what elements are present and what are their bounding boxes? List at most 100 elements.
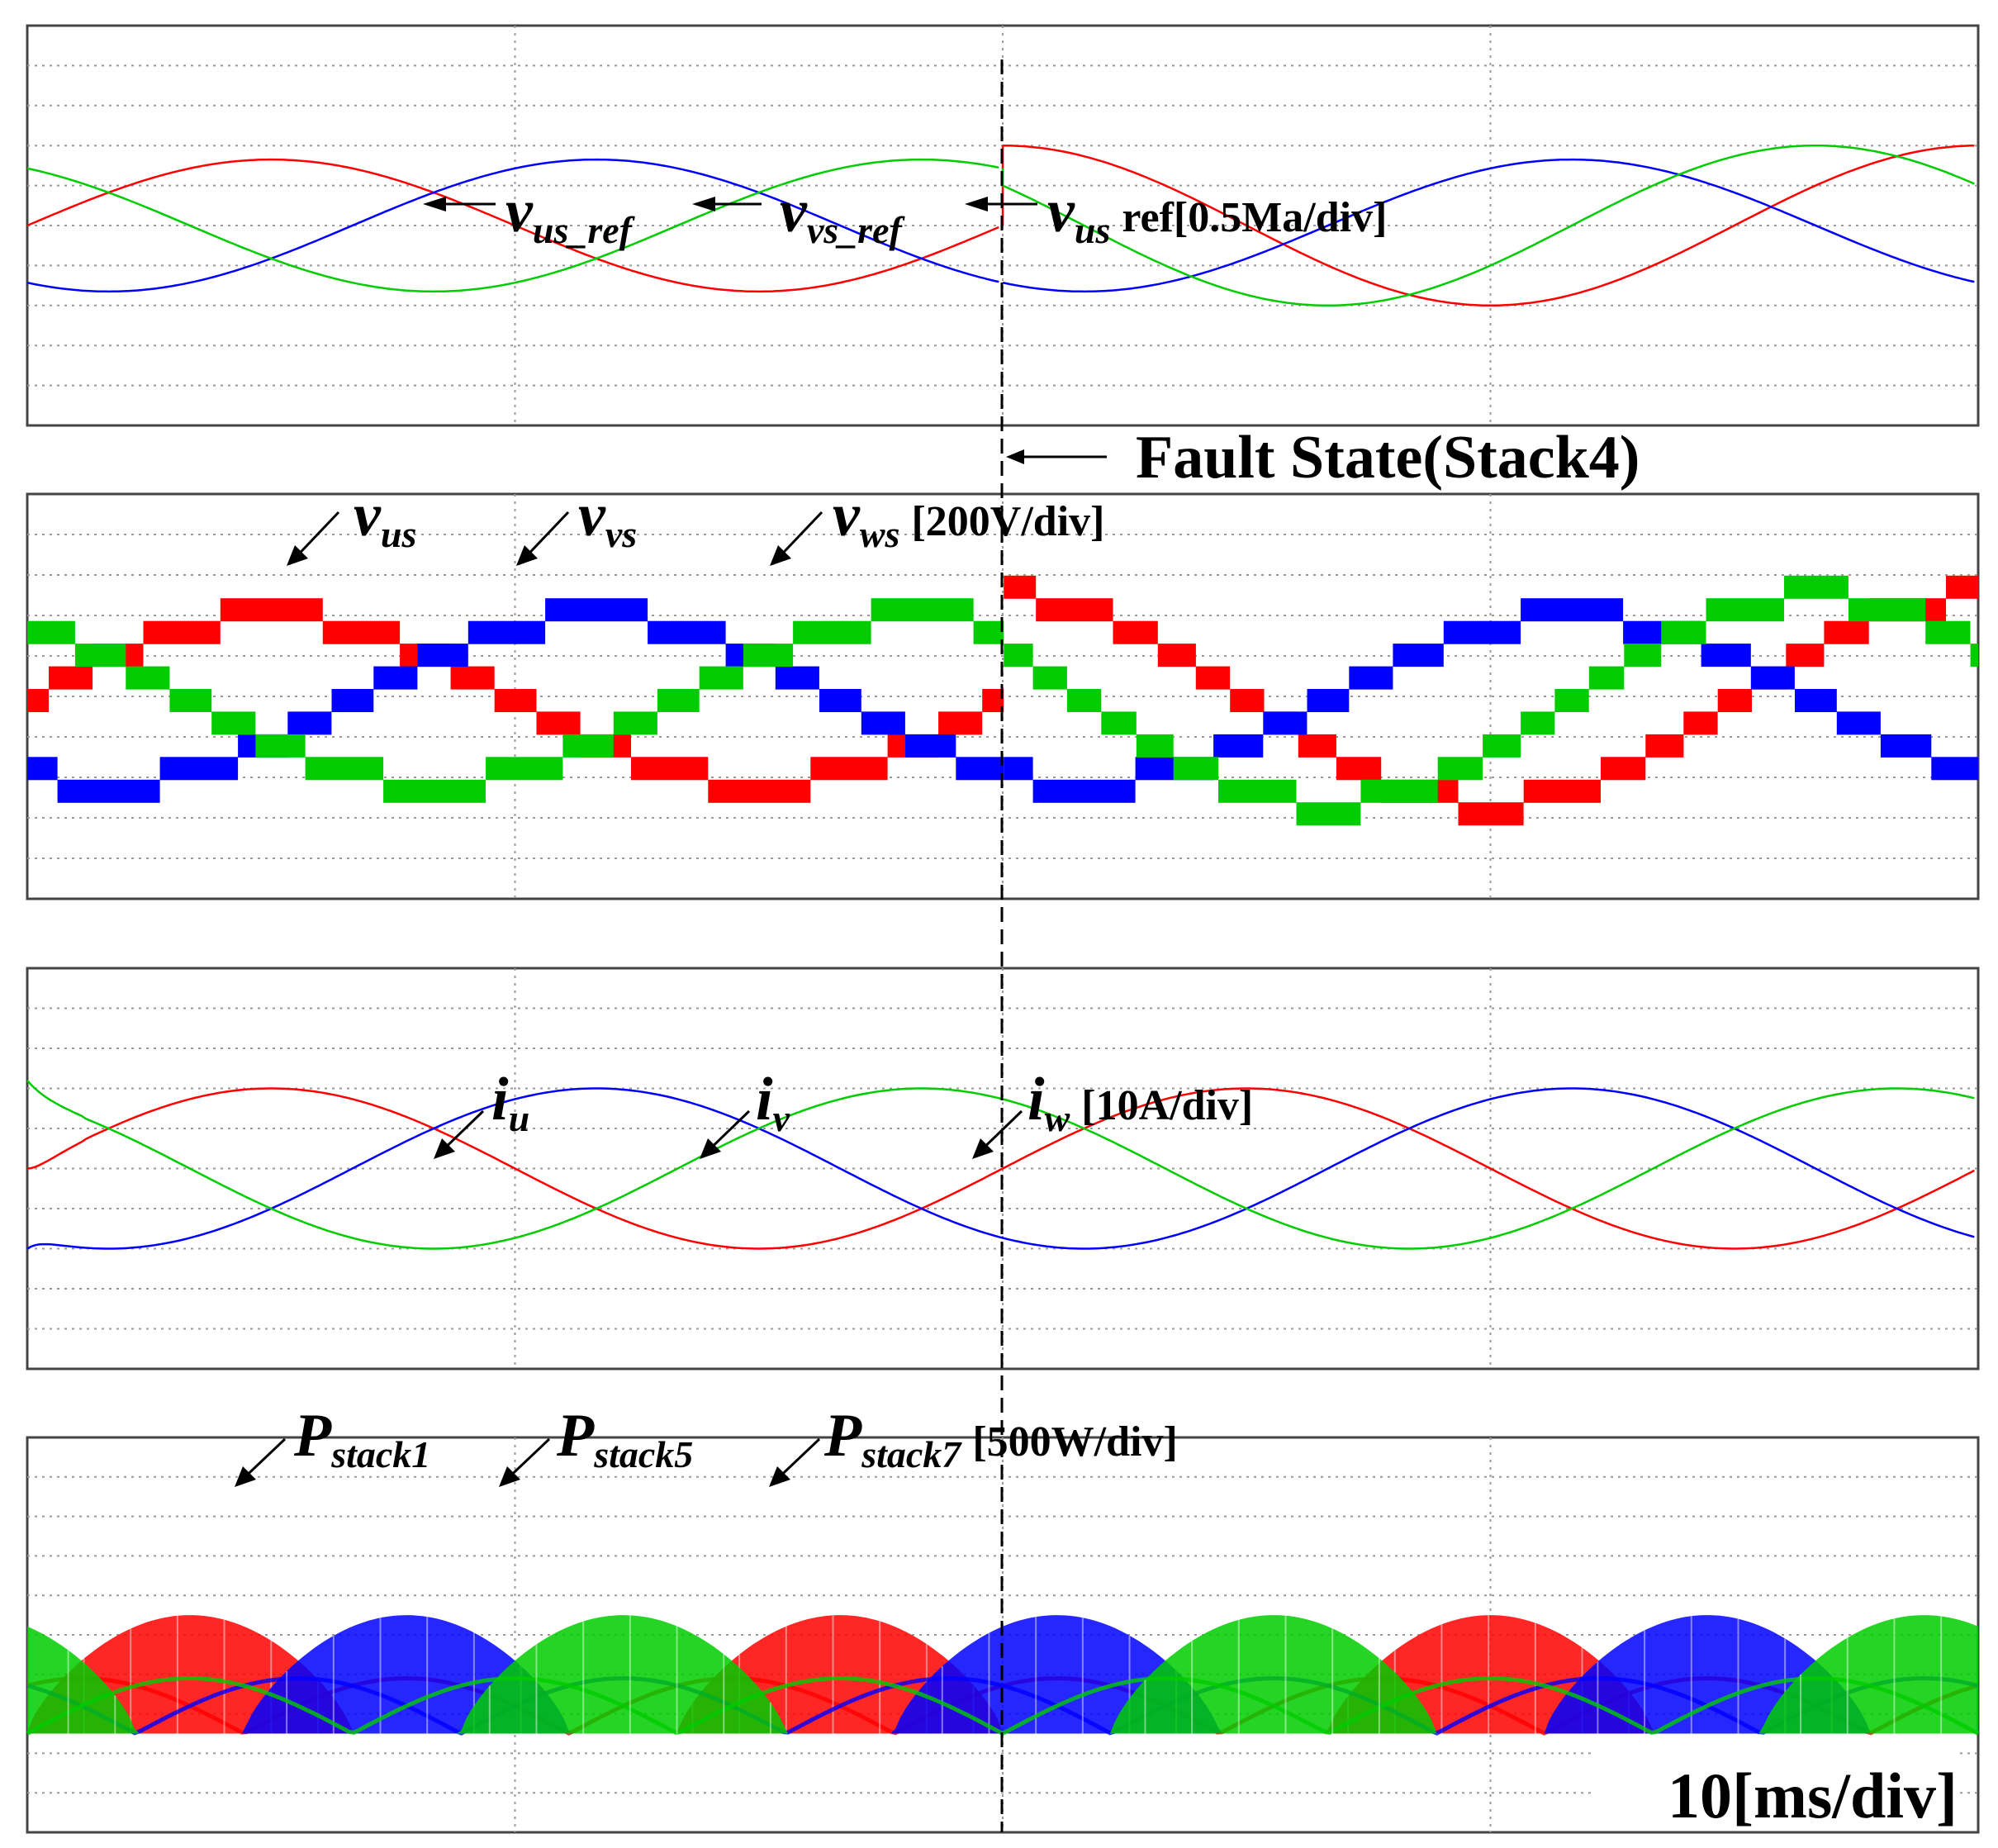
step-vvs — [57, 779, 160, 803]
step-vus — [1004, 575, 1037, 599]
step-vvs — [1795, 689, 1837, 712]
label-pstack7: Pstack7 [500W/div] — [823, 1402, 1178, 1475]
step-vws — [1970, 644, 1978, 667]
step-vvs — [1521, 598, 1624, 622]
step-vws — [1437, 757, 1483, 781]
step-vus — [322, 620, 401, 644]
step-vws — [169, 689, 212, 712]
p2-arrow-2 — [516, 511, 570, 566]
step-vvs — [331, 689, 374, 712]
step-vws — [743, 644, 794, 667]
step-vvs — [1213, 734, 1264, 758]
trace-vvs_ref-before — [26, 158, 999, 293]
step-vus — [1645, 734, 1684, 758]
step-vvs — [1701, 644, 1751, 667]
step-vus — [494, 689, 537, 712]
step-vws — [255, 734, 306, 758]
step-vvs — [1307, 689, 1350, 712]
step-vvs — [1880, 734, 1932, 758]
step-vus — [1523, 779, 1601, 803]
step-vws — [486, 757, 563, 781]
step-vus — [1230, 689, 1265, 712]
step-vws — [973, 620, 1004, 644]
step-vus — [1786, 644, 1825, 667]
step-vus — [810, 757, 888, 781]
step-vvs — [648, 620, 726, 644]
step-vus — [1113, 620, 1158, 644]
step-vus — [1157, 644, 1196, 667]
fault-arrow — [1006, 449, 1107, 464]
step-vws — [793, 620, 871, 644]
step-vws — [1784, 575, 1849, 599]
trace-iv — [26, 1087, 1975, 1250]
label-vus-ref: vus_ref — [505, 178, 636, 251]
step-vvs — [287, 711, 332, 735]
label-vus: vus — [354, 482, 416, 555]
step-vus — [1824, 620, 1869, 644]
step-vus — [938, 711, 983, 735]
step-vus — [49, 666, 93, 690]
label-iu: iu — [491, 1066, 529, 1139]
step-vus — [1195, 666, 1231, 690]
step-vws — [1848, 598, 1926, 622]
step-vws — [1554, 689, 1589, 712]
trace-vus_ref-after — [1003, 144, 1975, 307]
step-vvs — [1393, 644, 1444, 667]
step-vws — [126, 666, 170, 690]
label-pstack5: Pstack5 — [556, 1402, 693, 1475]
p3-arrow-1 — [434, 1109, 485, 1159]
step-vus — [708, 779, 811, 803]
step-vvs — [819, 689, 861, 712]
step-vws — [562, 734, 614, 758]
step-vus — [982, 689, 1004, 712]
stack-voltage-plot — [27, 575, 1978, 826]
label-iw: iw [10A/div] — [1027, 1066, 1253, 1139]
step-vws — [871, 598, 974, 622]
step-vws — [1483, 734, 1521, 758]
step-vvs — [1931, 757, 1978, 781]
fault-state-label: Fault State(Stack4) — [1136, 424, 1640, 492]
label-vvs-ref: vvs_ref — [780, 178, 905, 251]
p4-arrow-1 — [235, 1437, 287, 1487]
step-vws — [1706, 598, 1784, 622]
p3-arrow-2 — [700, 1109, 751, 1159]
step-vws — [1032, 666, 1067, 690]
step-vus — [1601, 757, 1646, 781]
step-vws — [211, 711, 256, 735]
step-vws — [1521, 711, 1555, 735]
label-vvs: vvs — [578, 482, 637, 555]
step-vws — [27, 620, 75, 644]
step-vws — [1624, 644, 1662, 667]
p1-arrow-3 — [965, 197, 1037, 211]
trace-vus_ref-before — [26, 158, 999, 293]
step-vvs — [861, 711, 905, 735]
step-vus — [220, 598, 323, 622]
step-vws — [1296, 802, 1361, 826]
label-vws: vws [200V/div] — [833, 482, 1104, 555]
step-vus — [631, 757, 709, 781]
step-vvs — [545, 598, 648, 622]
trace-iu — [26, 1087, 1975, 1250]
time-scale-background — [1594, 1751, 1958, 1827]
step-vws — [1066, 689, 1102, 712]
step-vws — [1101, 711, 1137, 735]
step-vus — [536, 711, 581, 735]
step-vus — [1298, 734, 1336, 758]
p1-arrow-2 — [692, 197, 762, 211]
step-vvs — [417, 644, 468, 667]
step-vws — [1661, 620, 1706, 644]
step-vvs — [1349, 666, 1393, 690]
step-vws — [383, 779, 486, 803]
trace-vvs_ref-after — [1002, 158, 1975, 293]
label-vus-ref-scale: vus ref[0.5Ma/div] — [1047, 178, 1387, 251]
step-vvs — [1750, 666, 1795, 690]
step-vvs — [1836, 711, 1881, 735]
step-vus — [27, 689, 49, 712]
step-vws — [305, 757, 384, 781]
p4-arrow-3 — [769, 1437, 821, 1487]
p4-arrow-2 — [499, 1437, 551, 1487]
step-vus — [1717, 689, 1752, 712]
label-iv: iv — [756, 1066, 790, 1139]
time-scale-label: 10[ms/div] — [1668, 1760, 1958, 1831]
power-envelope-Pstack5 — [26, 1676, 1979, 1736]
